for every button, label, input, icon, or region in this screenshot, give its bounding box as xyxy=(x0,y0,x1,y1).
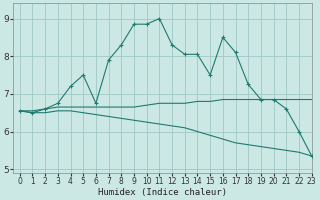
X-axis label: Humidex (Indice chaleur): Humidex (Indice chaleur) xyxy=(98,188,227,197)
